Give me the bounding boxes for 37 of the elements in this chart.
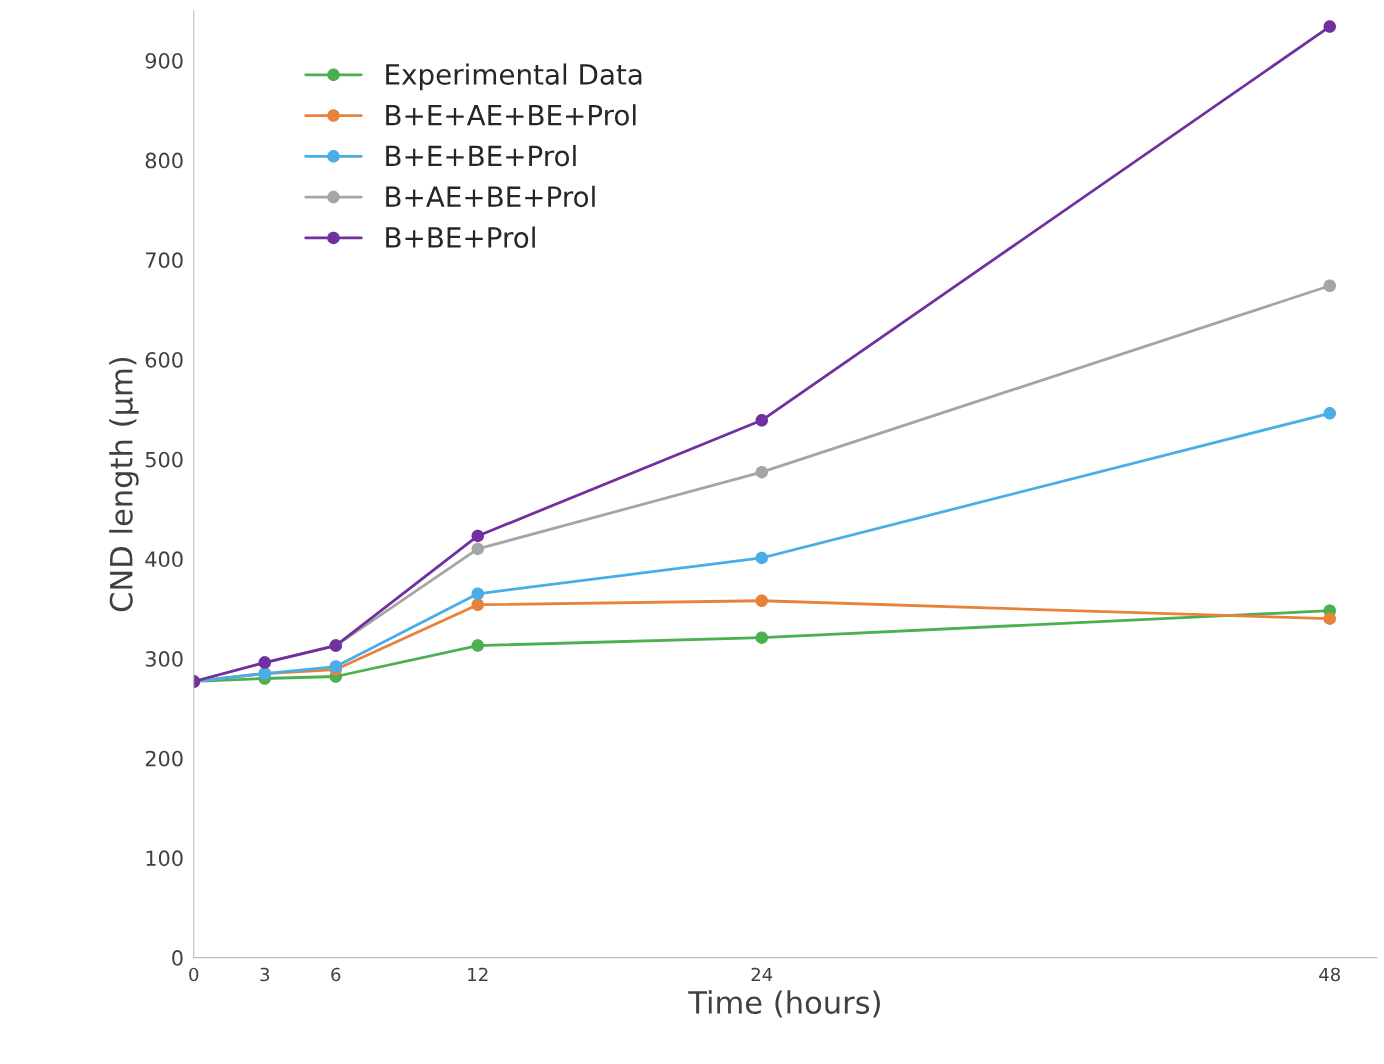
point (755, 594, 768, 607)
x-axis-title: Time (hours) (688, 990, 880, 1018)
y-tick-label: 300 (145, 651, 183, 667)
point (755, 465, 768, 479)
y-tick-label: 700 (145, 252, 183, 269)
point (1323, 279, 1336, 293)
y-tick-label: 400 (145, 551, 183, 568)
y-tick-label: 200 (145, 750, 183, 767)
x-tick-label: 48 (1319, 967, 1340, 982)
y-axis-title: CND length (µm) (109, 357, 139, 612)
point (471, 639, 485, 652)
y-tick-label: 100 (146, 850, 183, 867)
point (471, 598, 485, 611)
point (755, 631, 768, 644)
point (471, 542, 485, 556)
point (1323, 612, 1336, 625)
x-tick-label: 3 (260, 967, 270, 982)
legend-label: B+E+BE+Prol (386, 144, 576, 167)
y-tick-label: 500 (145, 451, 183, 468)
legend-label: B+AE+BE+Prol (386, 185, 595, 208)
point (471, 529, 485, 543)
point (755, 414, 768, 427)
x-tick-label: 24 (751, 967, 773, 982)
point (1323, 20, 1336, 33)
point (471, 587, 485, 601)
x-tick-label: 6 (331, 967, 341, 982)
x-tick-label: 12 (468, 967, 488, 982)
legend-label: B+BE+Prol (386, 226, 535, 249)
y-tick-label: 900 (145, 52, 183, 69)
y-tick-label: 0 (172, 950, 183, 966)
x-tick-label: 0 (189, 967, 199, 982)
legend-label: B+E+AE+BE+Prol (386, 104, 636, 126)
legend-label: Experimental Data (386, 63, 642, 91)
point (755, 551, 768, 565)
point (1323, 407, 1336, 420)
y-tick-label: 800 (145, 152, 183, 169)
y-tick-label: 600 (145, 351, 183, 368)
